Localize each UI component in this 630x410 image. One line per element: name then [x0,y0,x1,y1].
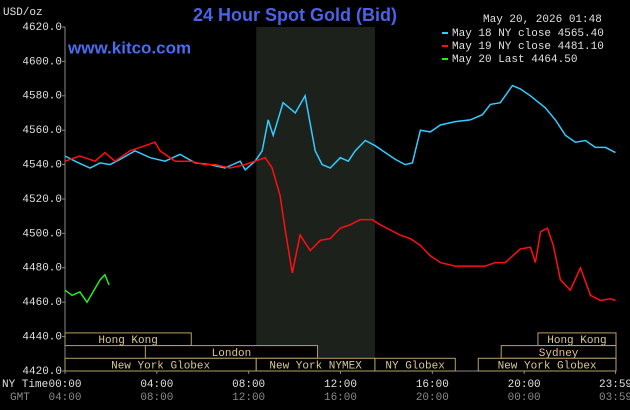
x2-tick-label: 00:00 [508,392,541,404]
y-tick-label: 4580.0 [22,91,62,103]
y-tick-label: 4520.0 [22,194,62,206]
y-tick-label: 4440.0 [22,332,62,344]
price-line [64,273,110,304]
x2-tick-label: 08:00 [140,392,173,404]
session-label: New York Globex [498,361,597,373]
x-tick-label: 16:00 [416,379,449,391]
session-label: Hong Kong [547,335,606,347]
session-box [64,332,192,347]
legend-label: May 18 NY close 4565.40 [452,28,604,40]
x-tick-label: 12:00 [324,379,357,391]
x-tick-label: 04:00 [140,379,173,391]
x2-tick-label: 04:00 [48,392,81,404]
session-label: New York NYMEX [269,361,362,373]
y-axis-label: USD/oz [3,7,43,19]
x2-tick-label: 03:59 [599,392,630,404]
plot: 4420.0 4440.0 4460.0 4480.0 4500.0 4520.0 4540… [22,22,630,404]
x-axis-label: NY Time [2,379,48,391]
x-tick-label: 20:00 [508,379,541,391]
session-label: NY Globex [385,361,445,373]
legend-label: May 19 NY close 4481.10 [452,41,604,53]
y-tick-label: 4620.0 [22,22,62,34]
y-tick-label: 4500.0 [22,228,62,240]
session-label: Hong Kong [98,335,157,347]
session-shade [256,27,375,371]
session-box [374,357,456,372]
watermark: www.kitco.com [67,38,191,57]
y-tick-label: 4420.0 [22,366,62,378]
x2-tick-label: 20:00 [416,392,449,404]
session-label: New York Globex [111,361,210,373]
y-tick-label: 4480.0 [22,263,62,275]
x2-tick-label: 16:00 [324,392,357,404]
session-label: London [212,348,252,360]
chart-title: 24 Hour Spot Gold (Bid) [193,5,397,25]
x2-tick-label: 12:00 [232,392,265,404]
y-tick-label: 4460.0 [22,297,62,309]
price-line [64,84,616,171]
y-tick-label: 4560.0 [22,125,62,137]
session-box [477,357,617,372]
price-line [64,141,616,302]
timestamp: May 20, 2026 01:48 [483,14,602,26]
x-tick-label: 00:00 [48,379,81,391]
y-tick-label: 4600.0 [22,56,62,68]
plot-back [62,26,617,374]
y-tick-label: 4540.0 [22,160,62,172]
session-label: Sydney [539,348,579,360]
legend-label: May 20 Last 4464.50 [452,54,577,66]
x-tick-label: 23:59 [599,379,630,391]
x-tick-label: 08:00 [232,379,265,391]
x2-axis-label: GMT [10,392,30,404]
